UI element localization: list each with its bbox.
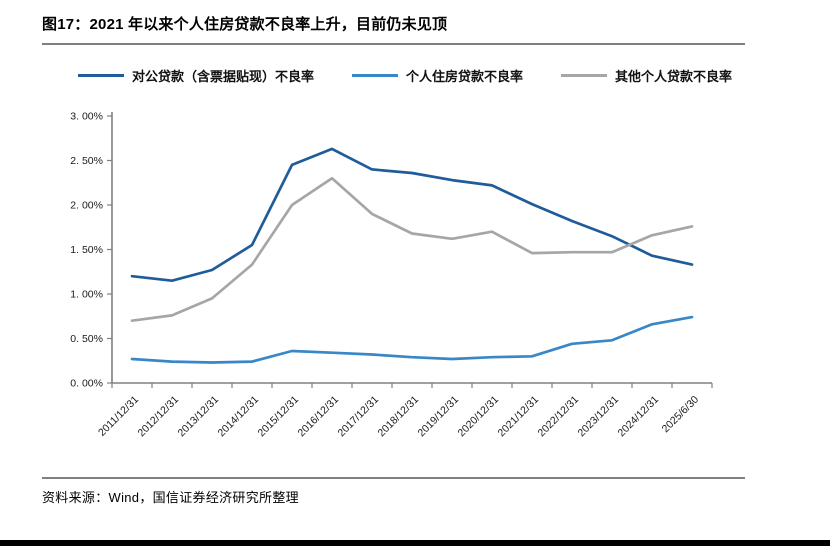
legend-item-other-personal-loans: 其他个人贷款不良率	[561, 66, 732, 85]
x-axis-tick-label: 2016/12/31	[295, 394, 341, 440]
legend-line-swatch	[561, 74, 607, 77]
x-axis-tick-label: 2025/6/30	[660, 394, 702, 436]
chart-legend: 对公贷款（含票据贴现）不良率 个人住房贷款不良率 其他个人贷款不良率	[60, 66, 750, 85]
x-axis-tick-label: 2011/12/31	[96, 394, 141, 439]
line-chart: 0. 00% 0. 50% 1. 00% 1. 50% 2. 00% 2. 50% 3. 0…	[40, 100, 740, 468]
legend-item-corporate-loans: 对公贷款（含票据贴现）不良率	[77, 66, 314, 85]
series-line-1	[130, 315, 694, 364]
y-axis-tick-label: 2. 50%	[70, 155, 103, 167]
legend-label: 其他个人贷款不良率	[615, 69, 733, 84]
series-line-2	[130, 176, 694, 323]
y-axis-tick-label: 3. 00%	[70, 111, 103, 123]
legend-label: 对公贷款（含票据贴现）不良率	[131, 69, 314, 84]
x-axis-tick-label: 2013/12/31	[175, 394, 221, 440]
y-axis-tick-label: 0. 50%	[70, 333, 103, 345]
x-axis-tick-label: 2017/12/31	[335, 394, 381, 440]
x-axis-tick-label: 2023/12/31	[575, 394, 621, 440]
y-axis-tick-label: 1. 50%	[70, 244, 103, 256]
x-axis-tick-label: 2021/12/31	[495, 394, 541, 440]
x-axis-tick-label: 2019/12/31	[415, 394, 461, 440]
x-axis-tick-label: 2020/12/31	[455, 394, 501, 440]
page-bottom-bar	[0, 540, 830, 546]
y-axis-tick-label: 1. 00%	[70, 289, 103, 301]
legend-line-swatch	[351, 74, 398, 77]
x-axis-tick-label: 2022/12/31	[535, 394, 581, 440]
series-line-0	[130, 147, 694, 283]
legend-label: 个人住房贷款不良率	[405, 69, 523, 84]
x-axis-tick-label: 2024/12/31	[615, 394, 661, 440]
x-axis-tick-label: 2014/12/31	[215, 394, 261, 440]
x-axis-tick-label: 2018/12/31	[375, 394, 421, 440]
source-note: 资料来源：Wind，国信证券经济研究所整理	[42, 490, 299, 505]
legend-item-mortgage-loans: 个人住房贷款不良率	[351, 66, 523, 85]
x-axis-tick-label: 2015/12/31	[255, 394, 301, 440]
figure-title: 图17：2021 年以来个人住房贷款不良率上升，目前仍未见顶	[42, 13, 745, 45]
legend-line-swatch	[77, 74, 124, 77]
y-axis-tick-label: 2. 00%	[70, 200, 103, 212]
line-chart-svg: 0. 00% 0. 50% 1. 00% 1. 50% 2. 00% 2. 50% 3. 0…	[70, 111, 713, 440]
source-divider	[42, 477, 745, 479]
y-axis-tick-label: 0. 00%	[70, 378, 103, 390]
x-axis-tick-label: 2012/12/31	[135, 394, 181, 440]
